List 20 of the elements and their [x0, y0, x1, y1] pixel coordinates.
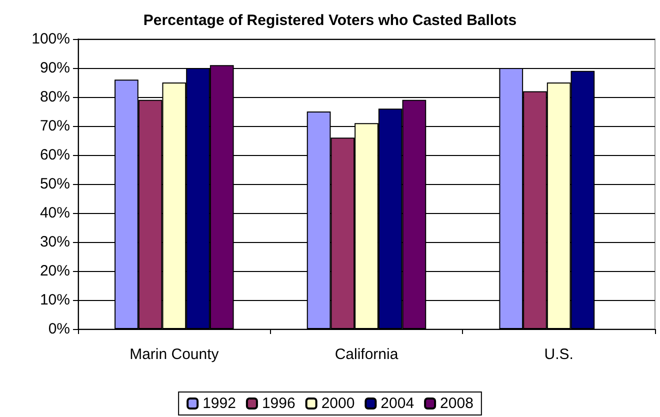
legend-label: 1992	[202, 395, 236, 412]
y-tick-label: 50%	[40, 176, 70, 192]
y-tick-label: 30%	[40, 234, 70, 250]
x-tick-label: California	[334, 346, 399, 363]
y-tick-label: 20%	[40, 262, 70, 280]
legend-label: 1996	[262, 395, 296, 412]
y-tick-label: 70%	[40, 118, 70, 134]
x-tick-label: U.S.	[544, 346, 574, 363]
y-tick-label: 100%	[32, 30, 70, 48]
legend-label: 2004	[380, 395, 414, 412]
legend-label: 2000	[321, 395, 355, 412]
x-tick-label: Marin County	[130, 346, 220, 363]
y-tick-label: 80%	[40, 88, 70, 106]
chart-title: Percentage of Registered Voters who Casted Ballots	[143, 12, 517, 29]
legend-label: 2008	[440, 395, 474, 412]
y-tick-label: 10%	[40, 292, 70, 308]
y-tick-label: 0%	[48, 320, 70, 338]
y-tick-label: 60%	[40, 146, 70, 164]
y-tick-label: 40%	[40, 204, 70, 222]
y-tick-label: 90%	[40, 60, 70, 76]
